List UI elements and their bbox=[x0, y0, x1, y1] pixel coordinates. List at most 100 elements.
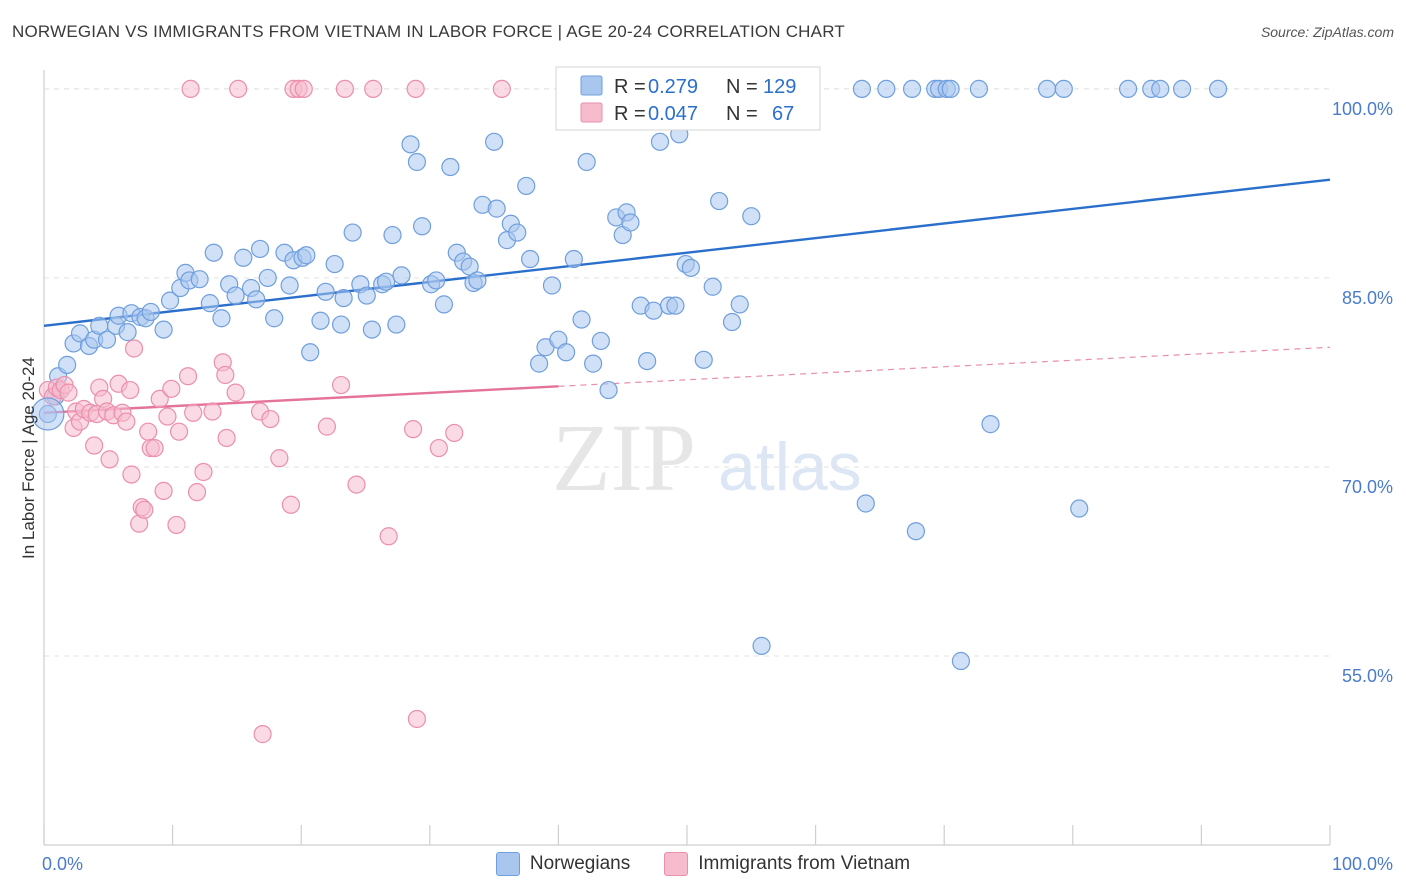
vietnam-point bbox=[187, 483, 207, 502]
vietnam-point bbox=[331, 375, 351, 395]
norwegian-point bbox=[1070, 499, 1089, 518]
bottom-legend-label: Immigrants from Vietnam bbox=[698, 853, 911, 874]
norwegian-point bbox=[703, 277, 722, 296]
bottom-legend: Norwegians Immigrants from Vietnam bbox=[0, 852, 1406, 876]
norwegian-point bbox=[265, 309, 284, 328]
vietnam-point bbox=[181, 79, 200, 99]
vietnam-point bbox=[217, 428, 236, 448]
vietnam-point bbox=[117, 412, 136, 431]
norwegian-point bbox=[517, 176, 536, 196]
legend-r-value: 0.279 bbox=[648, 76, 698, 98]
norwegian-point bbox=[434, 295, 454, 314]
norwegian-point bbox=[981, 415, 1000, 434]
swatch-norwegians bbox=[495, 852, 520, 876]
bottom-legend-item-vietnam: Immigrants from Vietnam bbox=[664, 852, 910, 876]
norwegian-point bbox=[154, 320, 173, 339]
norwegian-point bbox=[650, 132, 670, 151]
norwegian-point bbox=[297, 246, 316, 265]
norwegian-point bbox=[427, 271, 446, 290]
norwegian-point bbox=[118, 323, 137, 342]
vietnam-point bbox=[124, 339, 144, 358]
norwegian-point bbox=[392, 266, 411, 285]
x-tick-label: 0.0% bbox=[42, 854, 83, 874]
legend-swatch-norwegians bbox=[580, 75, 603, 96]
vietnam-point bbox=[169, 422, 189, 441]
norwegian-point bbox=[572, 310, 591, 329]
norwegian-point bbox=[357, 286, 376, 305]
norwegian-point bbox=[1173, 79, 1192, 99]
norwegian-point bbox=[258, 268, 277, 288]
norwegian-point bbox=[1054, 79, 1073, 99]
norwegian-point bbox=[97, 330, 117, 349]
norwegian-point bbox=[401, 135, 420, 154]
norwegian-point bbox=[681, 258, 700, 277]
vietnam-point bbox=[178, 367, 198, 386]
y-tick-label: 100.0% bbox=[1332, 99, 1393, 119]
norwegian-point bbox=[599, 380, 618, 400]
legend-r-value: 0.047 bbox=[648, 103, 698, 125]
vietnam-trend-extension bbox=[558, 346, 1331, 387]
vietnam-point bbox=[445, 423, 464, 443]
norwegian-point bbox=[856, 494, 875, 513]
norwegian-point bbox=[722, 312, 742, 332]
norwegian-point bbox=[521, 249, 540, 269]
norwegian-point bbox=[941, 79, 960, 99]
legend-r-label: R = bbox=[614, 103, 646, 125]
vietnam-point bbox=[406, 79, 425, 99]
norwegian-point bbox=[591, 331, 610, 351]
vietnam-point bbox=[184, 403, 203, 422]
tick-labels: 100.0% 85.0% 70.0% 55.0% 0.0% 100.0% bbox=[42, 99, 1393, 874]
norwegian-point bbox=[226, 286, 245, 305]
norwegian-point bbox=[200, 294, 219, 313]
norwegian-point bbox=[407, 152, 427, 172]
vietnam-point bbox=[335, 79, 355, 99]
vietnam-point bbox=[317, 417, 337, 436]
norwegian-point bbox=[485, 132, 504, 151]
axes bbox=[43, 70, 1331, 846]
vietnam-point bbox=[261, 409, 280, 429]
source-label: Source: ZipAtlas.com bbox=[1260, 24, 1394, 40]
legend-n-label: N = bbox=[726, 103, 758, 125]
norwegian-point bbox=[694, 350, 713, 369]
legend-swatch-vietnam bbox=[580, 102, 603, 123]
grid-lines bbox=[44, 88, 1330, 657]
norwegian-point bbox=[742, 207, 761, 226]
watermark-atlas: atlas bbox=[718, 429, 862, 505]
norwegian-point bbox=[325, 254, 344, 274]
norwegian-point bbox=[621, 213, 640, 232]
legend-r-label: R = bbox=[614, 76, 646, 98]
data-points bbox=[31, 79, 1228, 744]
vietnam-point bbox=[135, 500, 154, 519]
vietnam-point bbox=[379, 527, 398, 546]
norwegian-point bbox=[1037, 79, 1057, 99]
norwegian-point bbox=[564, 249, 583, 269]
x-tick-label: 100.0% bbox=[1332, 854, 1393, 874]
norwegian-point bbox=[530, 354, 549, 373]
norwegian-point bbox=[362, 320, 382, 339]
vietnam-point bbox=[122, 465, 141, 484]
y-tick-label: 70.0% bbox=[1342, 477, 1393, 497]
vietnam-point bbox=[139, 422, 158, 441]
norwegian-point bbox=[877, 79, 896, 99]
norwegian-point bbox=[730, 295, 749, 314]
norwegian-point bbox=[1209, 79, 1228, 99]
vietnam-point bbox=[145, 438, 164, 458]
vietnam-point bbox=[281, 495, 301, 514]
norwegian-point bbox=[334, 288, 353, 308]
norwegian-point bbox=[644, 301, 663, 320]
chart-title: NORWEGIAN VS IMMIGRANTS FROM VIETNAM IN … bbox=[12, 22, 845, 41]
norwegian-point bbox=[487, 199, 506, 218]
bottom-legend-item-norwegians: Norwegians bbox=[495, 852, 630, 876]
vietnam-point bbox=[347, 475, 366, 494]
vietnam-point bbox=[253, 725, 272, 744]
norwegian-point bbox=[343, 223, 362, 242]
norwegian-point bbox=[710, 191, 729, 211]
y-tick-label: 85.0% bbox=[1342, 288, 1393, 308]
norwegian-point bbox=[412, 217, 432, 236]
vietnam-point bbox=[364, 79, 383, 99]
vietnam-point bbox=[216, 365, 235, 385]
norwegian-point bbox=[160, 291, 180, 310]
vietnam-point bbox=[294, 79, 313, 99]
norwegian-point bbox=[280, 276, 299, 295]
vietnam-point bbox=[100, 450, 119, 469]
